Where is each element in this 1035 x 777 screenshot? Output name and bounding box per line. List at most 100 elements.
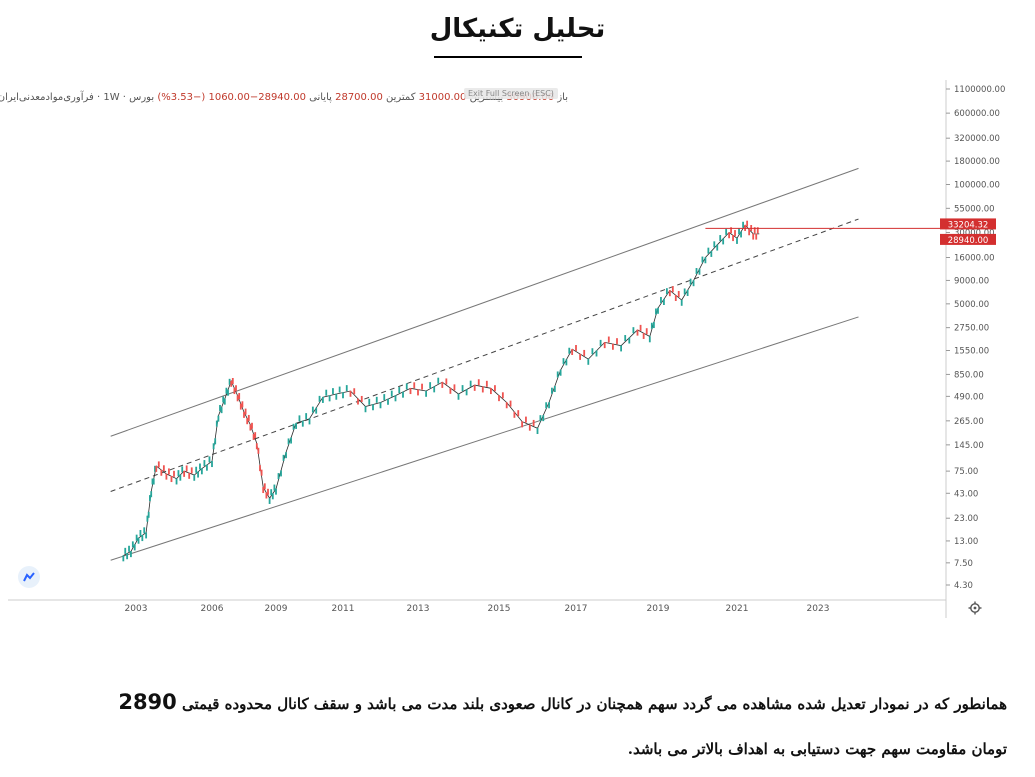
candle-mark [650, 322, 653, 329]
candle-mark [206, 464, 208, 471]
candle-mark [244, 408, 247, 415]
candle-mark [155, 465, 158, 472]
candle-mark [425, 390, 427, 397]
candle-mark [133, 544, 136, 551]
x-tick-label: 2006 [201, 604, 224, 614]
candle-mark [545, 402, 548, 409]
legend-symbol[interactable]: فرآوری‌موادمعدنی‌ایران [0, 92, 94, 103]
candle-mark [536, 428, 539, 435]
x-tick-label: 2017 [565, 604, 588, 614]
y-tick-label: 55000.00 [954, 204, 995, 214]
candle-mark [505, 402, 508, 409]
candle-mark [429, 382, 432, 389]
candle-mark [402, 391, 404, 398]
candle-mark [521, 421, 523, 428]
candle-mark [273, 484, 276, 491]
candle-mark [233, 388, 236, 395]
y-tick-label: 16000.00 [954, 254, 995, 264]
candle-mark [128, 545, 130, 552]
y-tick-label: 180000.00 [954, 157, 1000, 167]
candle-mark [449, 387, 452, 394]
candle-mark [215, 420, 218, 427]
candle-mark [660, 296, 662, 303]
candle-mark [262, 487, 265, 494]
candle-mark [692, 280, 695, 287]
candle-mark [212, 443, 215, 450]
candle-mark [665, 288, 668, 295]
candle-mark [722, 238, 725, 245]
candle-mark [469, 380, 472, 387]
candle-mark [143, 527, 146, 534]
candle-mark [259, 465, 261, 472]
candle-mark [372, 404, 374, 411]
candle-mark [231, 377, 234, 384]
legend-interval[interactable]: 1W [103, 92, 120, 103]
candle-mark [677, 290, 680, 297]
channel-lower-line [110, 316, 859, 561]
candle-mark [387, 398, 389, 405]
y-tick-label: 600000.00 [954, 109, 1000, 119]
candle-mark [271, 493, 274, 500]
candle-mark [270, 489, 273, 496]
candle-mark [752, 233, 755, 240]
y-tick-label: 4.30 [954, 581, 973, 591]
candle-mark [199, 463, 201, 470]
candle-mark [311, 406, 314, 413]
candle-mark [668, 290, 671, 297]
candle-mark [146, 515, 149, 522]
x-tick-label: 2003 [125, 604, 148, 614]
candle-mark [147, 511, 150, 518]
candle-mark [227, 389, 229, 396]
candle-mark [175, 478, 178, 485]
candle-mark [315, 407, 318, 414]
candle-mark [595, 350, 598, 357]
candle-mark [275, 488, 277, 495]
price-axis[interactable]: 1100000.00 600000.00 320000.00 180000.00 100… [946, 85, 1005, 591]
candle-mark [559, 369, 562, 376]
channel-middle-line [110, 218, 859, 492]
tradingview-logo-icon[interactable] [18, 566, 40, 588]
x-tick-label: 2009 [265, 604, 288, 614]
candle-mark [135, 534, 138, 541]
candle-mark [394, 395, 397, 402]
candle-mark [208, 456, 211, 463]
candle-mark [150, 491, 153, 498]
y-tick-label: 320000.00 [954, 134, 1000, 144]
candle-mark [338, 386, 341, 393]
candle-mark [485, 380, 488, 387]
candle-mark [409, 388, 412, 395]
candle-mark [200, 468, 203, 475]
y-tick-label: 9000.00 [954, 276, 989, 286]
time-axis[interactable]: 2003 2006 2009 2011 2013 2015 2017 2019 2021 2023 [125, 604, 830, 614]
candle-mark [360, 395, 363, 402]
candle-mark [746, 220, 749, 227]
candle-mark [130, 551, 132, 558]
candle-mark [457, 393, 460, 400]
exit-fullscreen-button[interactable]: Exit Full Screen (ESC) [464, 88, 558, 99]
candle-mark [405, 383, 408, 390]
candle-mark [753, 227, 756, 234]
candle-mark [152, 478, 155, 485]
candle-mark [583, 349, 586, 356]
candle-mark [342, 392, 344, 399]
candle-mark [318, 395, 321, 402]
candle-mark [379, 402, 382, 409]
candle-mark [628, 337, 631, 344]
y-tick-label: 265.00 [954, 417, 984, 427]
candle-mark [645, 328, 648, 335]
y-tick-label: 7.50 [954, 559, 973, 569]
y-tick-label: 23.00 [954, 514, 978, 524]
candle-mark [498, 395, 500, 402]
x-tick-label: 2011 [332, 604, 355, 614]
candle-mark [542, 415, 545, 422]
candle-mark [736, 237, 738, 244]
y-tick-label: 13.00 [954, 537, 978, 547]
settings-gear-icon[interactable] [968, 601, 982, 615]
candle-mark [285, 452, 287, 459]
candle-mark [525, 416, 527, 423]
candle-mark [599, 339, 602, 346]
candle-mark [308, 418, 311, 425]
chart-canvas: 1100000.00 600000.00 320000.00 180000.00 100… [8, 80, 1008, 620]
legend-close: پایانی [309, 92, 332, 103]
candle-mark [249, 424, 252, 431]
